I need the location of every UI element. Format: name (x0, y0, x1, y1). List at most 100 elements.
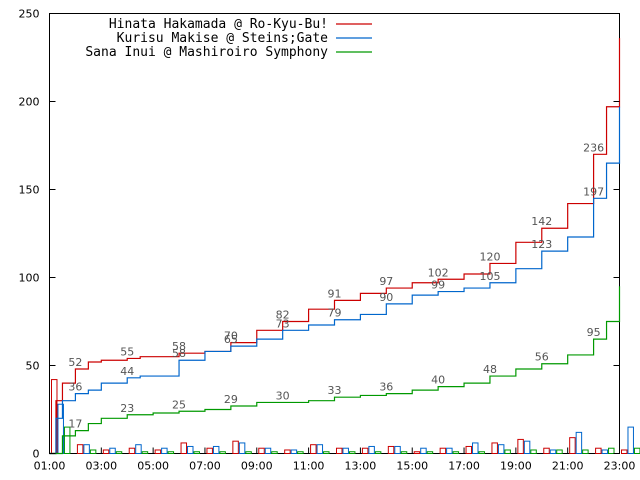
hourly-bar (633, 447, 640, 455)
hourly-bar (621, 449, 628, 455)
hourly-bar (63, 426, 71, 455)
x-tick-label: 21:00 (552, 460, 584, 473)
data-label: 40 (431, 374, 445, 387)
x-tick-label: 01:00 (34, 460, 66, 473)
hourly-bar (323, 451, 330, 454)
hourly-bar (89, 449, 97, 455)
data-label: 73 (276, 317, 290, 330)
data-label: 56 (535, 351, 549, 364)
hourly-bar (187, 445, 194, 454)
hourly-bar (400, 451, 408, 454)
data-label: 197 (583, 185, 604, 198)
hourly-bar (128, 447, 136, 455)
hourly-bar (523, 440, 531, 454)
x-tick-label: 09:00 (241, 460, 273, 473)
hourly-bar (245, 451, 252, 454)
data-label: 142 (531, 215, 552, 228)
hourly-bar (491, 442, 498, 455)
data-label: 79 (328, 307, 342, 320)
hourly-bar (465, 445, 473, 454)
x-axis: 01:00 03:00 05:00 07:00 09:00 11:00 13:00 15:00… (34, 447, 636, 473)
data-label: 25 (172, 398, 186, 411)
series-line (49, 38, 621, 455)
legend-label: Kurisu Makise @ Steins;Gate (117, 31, 328, 46)
hourly-bar (297, 451, 304, 454)
legend: Hinata Hakamada @ Ro-Kyu-Bu!Kurisu Makis… (85, 17, 372, 60)
data-label: 58 (172, 347, 186, 360)
y-tick-label: 50 (26, 360, 40, 373)
hourly-bar (336, 447, 343, 455)
data-label: 17 (68, 418, 82, 431)
hourly-bar (517, 438, 524, 455)
data-label: 105 (479, 270, 500, 283)
x-tick-label: 13:00 (345, 460, 377, 473)
y-tick-label: 250 (19, 8, 40, 21)
hourly-bar (543, 447, 550, 455)
data-label: 236 (583, 141, 604, 154)
hourly-bar (193, 451, 200, 454)
hourly-bar (556, 449, 563, 455)
data-label: 97 (379, 275, 393, 288)
x-tick-label: 23:00 (604, 460, 636, 473)
x-tick-label: 11:00 (293, 460, 325, 473)
hourly-bar (426, 451, 434, 454)
hourly-bar (439, 447, 447, 455)
hourly-bar (497, 444, 505, 455)
hourly-bar (530, 449, 537, 455)
legend-label: Hinata Hakamada @ Ro-Kyu-Bu! (109, 17, 328, 32)
hourly-bar (595, 447, 602, 455)
data-label: 30 (276, 389, 290, 402)
data-label: 36 (379, 381, 393, 394)
hourly-bar (115, 451, 123, 454)
data-label: 23 (120, 402, 134, 415)
y-tick-label: 100 (19, 272, 40, 285)
x-tick-label: 19:00 (500, 460, 532, 473)
data-label: 36 (68, 381, 82, 394)
hourly-bars (51, 379, 640, 455)
hourly-bar (180, 442, 188, 455)
hourly-bar (102, 449, 110, 455)
series-line (49, 106, 621, 455)
data-label: 123 (531, 238, 552, 251)
hourly-bar (284, 449, 291, 455)
data-label: 58 (172, 340, 186, 353)
y-tick-label: 0 (33, 448, 40, 461)
data-label: 52 (68, 356, 82, 369)
data-label: 91 (328, 287, 342, 300)
hourly-bar (452, 451, 460, 454)
hourly-bar (478, 451, 485, 454)
data-label: 48 (483, 363, 497, 376)
data-label: 70 (224, 330, 238, 343)
x-tick-label: 15:00 (396, 460, 428, 473)
hourly-bar (549, 449, 557, 455)
hourly-bar (83, 444, 90, 455)
hourly-bar (420, 447, 427, 455)
data-label: 95 (587, 326, 601, 339)
hourly-bar (271, 451, 278, 454)
hourly-bar (342, 447, 349, 455)
hourly-bar (316, 444, 324, 455)
y-tick-label: 200 (19, 96, 40, 109)
hourly-bar (608, 447, 615, 455)
hourly-bar (394, 445, 401, 454)
x-tick-label: 05:00 (137, 460, 169, 473)
data-labels: 52 55 58 70 82 91 97 102 120 142 236 36 44 58 65 73 79 90… (68, 141, 604, 430)
hourly-bar (135, 444, 142, 455)
data-label: 90 (379, 291, 393, 304)
data-label: 102 (428, 266, 449, 279)
series-lines (49, 38, 621, 455)
y-axis: 0 50 100 150 200 250 (19, 8, 620, 461)
hourly-bar (258, 447, 265, 455)
hourly-bar (627, 426, 634, 455)
hourly-bar (575, 431, 583, 455)
data-label: 44 (120, 365, 134, 378)
hourly-bar (348, 451, 356, 454)
data-label: 29 (224, 393, 238, 406)
hourly-bar (219, 451, 226, 454)
hourly-bar (310, 444, 317, 455)
plot-frame (49, 13, 620, 454)
series-line (49, 286, 621, 455)
hourly-bar (361, 447, 369, 455)
